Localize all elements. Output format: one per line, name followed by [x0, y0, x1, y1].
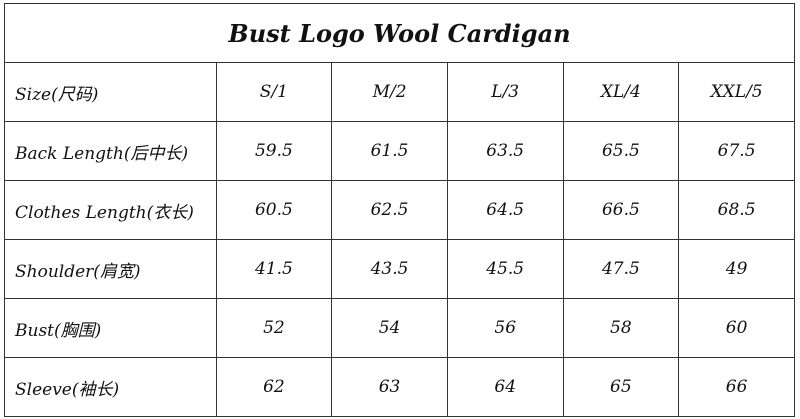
- table-cell: 43.5: [331, 239, 448, 299]
- table-cell: 56: [446, 298, 564, 358]
- table-cell: S/1: [215, 62, 333, 122]
- table-row: Shoulder(肩宽) 41.5 43.5 45.5 47.5 49: [4, 239, 795, 299]
- table-cell: 61.5: [331, 121, 448, 181]
- row-label: Back Length(后中长): [4, 121, 217, 181]
- table-cell: XL/4: [562, 62, 680, 122]
- table-cell: 45.5: [446, 239, 564, 299]
- row-label: Sleeve(袖长): [4, 357, 217, 417]
- table-row: Size(尺码) S/1 M/2 L/3 XL/4 XXL/5: [4, 62, 795, 122]
- table-cell: 66: [678, 357, 795, 417]
- table-cell: 64.5: [446, 180, 564, 240]
- row-label: Shoulder(肩宽): [4, 239, 217, 299]
- table-cell: 60: [678, 298, 795, 358]
- table-cell: 63: [331, 357, 448, 417]
- table-cell: 65.5: [562, 121, 680, 181]
- table-cell: 67.5: [678, 121, 795, 181]
- table-cell: 60.5: [215, 180, 333, 240]
- table-cell: 58: [562, 298, 680, 358]
- table-cell: 62: [215, 357, 333, 417]
- table-title: Bust Logo Wool Cardigan: [4, 3, 795, 63]
- table-cell: L/3: [446, 62, 564, 122]
- table-row: Clothes Length(衣长) 60.5 62.5 64.5 66.5 68.5: [4, 180, 795, 240]
- table-cell: XXL/5: [678, 62, 795, 122]
- table-cell: 66.5: [562, 180, 680, 240]
- row-label: Size(尺码): [4, 62, 217, 122]
- table-row: Sleeve(袖长) 62 63 64 65 66: [4, 357, 795, 417]
- table-row: Bust(胸围) 52 54 56 58 60: [4, 298, 795, 358]
- table-row: Back Length(后中长) 59.5 61.5 63.5 65.5 67.5: [4, 121, 795, 181]
- table-cell: 64: [446, 357, 564, 417]
- table-cell: 52: [215, 298, 333, 358]
- table-cell: 68.5: [678, 180, 795, 240]
- table-cell: 47.5: [562, 239, 680, 299]
- row-label: Bust(胸围): [4, 298, 217, 358]
- table-cell: 65: [562, 357, 680, 417]
- table-cell: 59.5: [215, 121, 333, 181]
- table-cell: 54: [331, 298, 448, 358]
- size-chart-table: Bust Logo Wool Cardigan Size(尺码) S/1 M/2 L/…: [4, 3, 795, 417]
- table-cell: 62.5: [331, 180, 448, 240]
- row-label: Clothes Length(衣长): [4, 180, 217, 240]
- table-cell: 63.5: [446, 121, 564, 181]
- table-cell: 49: [678, 239, 795, 299]
- table-cell: M/2: [331, 62, 448, 122]
- table-cell: 41.5: [215, 239, 333, 299]
- title-row: Bust Logo Wool Cardigan: [4, 3, 795, 63]
